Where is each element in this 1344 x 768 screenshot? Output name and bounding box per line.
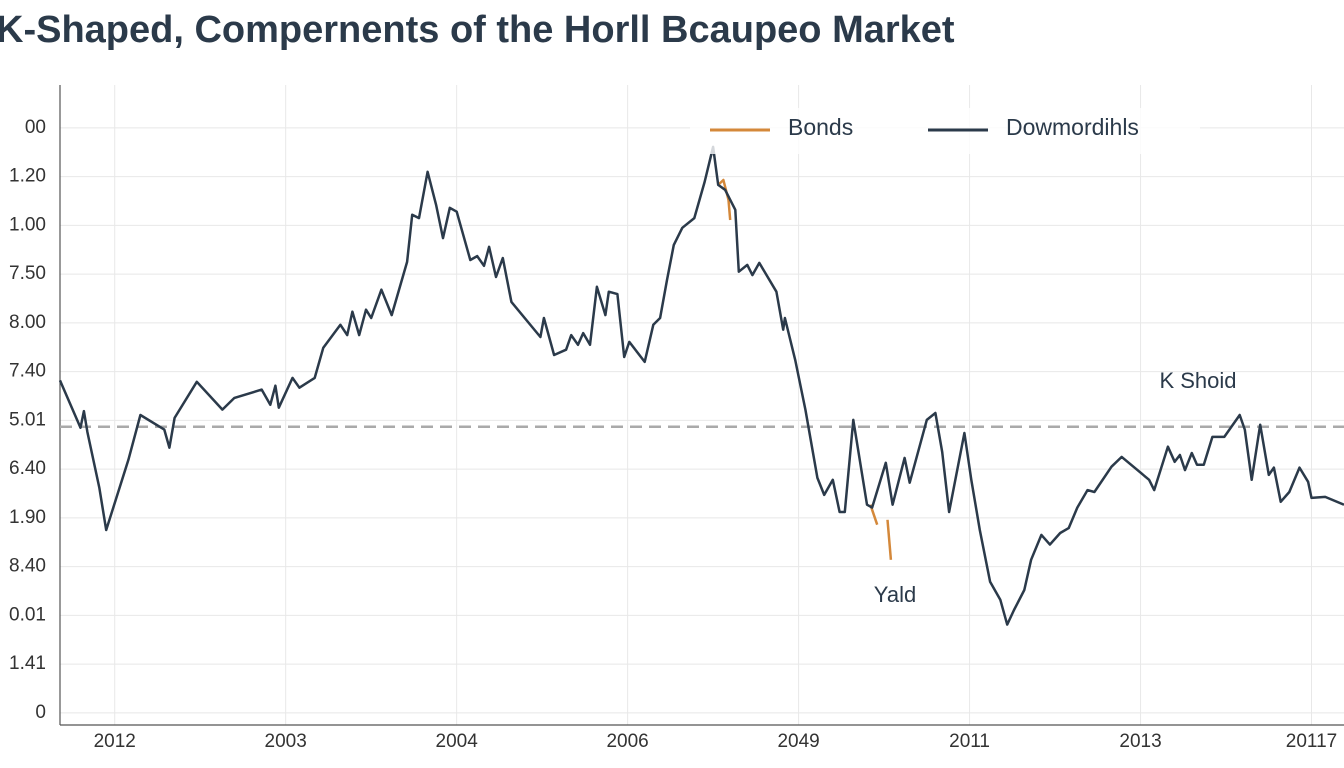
x-tick-label: 2013 xyxy=(1119,731,1161,752)
y-tick-label: 6.40 xyxy=(9,458,46,479)
y-tick-label: 8.00 xyxy=(9,312,46,333)
annotation: Yald xyxy=(874,582,916,607)
line-series xyxy=(886,519,893,560)
legend-label: Dowmordihls xyxy=(1006,114,1139,140)
y-tick-label: 7.50 xyxy=(9,263,46,284)
line-series xyxy=(58,145,1344,626)
y-tick-label: 0 xyxy=(35,702,46,723)
y-tick-label: 1.00 xyxy=(9,214,46,235)
y-tick-label: 1.20 xyxy=(9,166,46,187)
y-tick-label: 5.01 xyxy=(9,409,46,430)
x-tick-label: 2011 xyxy=(949,731,990,752)
y-tick-label: 7.40 xyxy=(9,361,46,382)
y-tick-label: 8.40 xyxy=(9,556,46,577)
y-tick-label: 0.01 xyxy=(9,604,46,625)
x-tick-label: 2012 xyxy=(94,731,136,752)
x-tick-label: 2049 xyxy=(777,731,819,752)
legend-label: Bonds xyxy=(788,114,853,140)
annotation: K Shoid xyxy=(1159,368,1236,393)
y-tick-label: 1.90 xyxy=(9,507,46,528)
y-tick-label: 00 xyxy=(25,117,46,138)
x-tick-label: 20117 xyxy=(1286,731,1337,752)
x-tick-label: 2003 xyxy=(265,731,307,752)
x-tick-label: 2006 xyxy=(606,731,648,752)
chart-title: K-Shaped, Compernents of the Horll Bcaup… xyxy=(0,9,955,51)
x-tick-label: 2004 xyxy=(436,731,479,752)
y-tick-label: 1.41 xyxy=(9,653,46,674)
